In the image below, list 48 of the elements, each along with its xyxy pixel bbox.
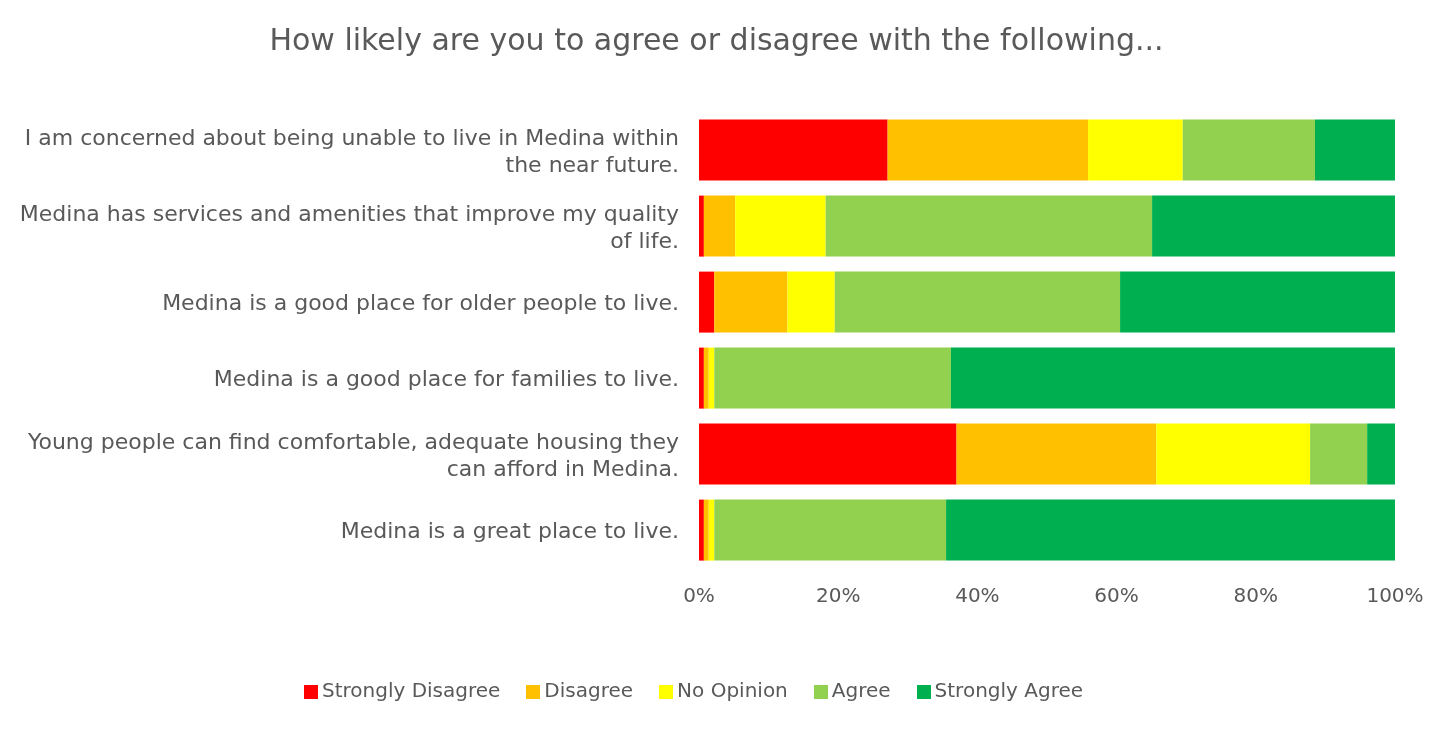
- y-tick-label: Medina has services and amenities that improve my quality of life.: [19, 200, 679, 252]
- bar: [708, 499, 715, 561]
- chart-title: How likely are you to agree or disagree with the following...: [268, 22, 1165, 59]
- legend-label: Strongly Agree: [934, 678, 1084, 702]
- legend-label: Agree: [831, 678, 891, 702]
- bar: [703, 499, 709, 561]
- x-tick-label: 0%: [683, 583, 715, 608]
- bar: [714, 499, 947, 561]
- bar: [714, 347, 951, 409]
- y-tick-label: Young people can find comfortable, adequate housing they can afford in Medina.: [26, 428, 679, 480]
- bar: [1182, 119, 1315, 181]
- bar: [703, 195, 736, 257]
- bar: [699, 195, 704, 257]
- bar: [950, 347, 1395, 409]
- y-tick-label: I am concerned about being unable to live in Medina within the near future.: [24, 124, 679, 176]
- bar: [1156, 423, 1311, 485]
- bar: [699, 271, 715, 333]
- bar: [699, 119, 888, 181]
- bar: [834, 271, 1121, 333]
- bar: [1310, 423, 1368, 485]
- x-tick-label: 80%: [1233, 583, 1279, 608]
- x-tick-label: 60%: [1094, 583, 1139, 608]
- bar: [699, 423, 957, 485]
- y-tick-label: Medina is a good place for families to live.: [213, 365, 679, 391]
- x-tick-label: 100%: [1366, 583, 1424, 608]
- bar: [1088, 119, 1183, 181]
- bar: [1367, 423, 1395, 485]
- bar: [699, 499, 704, 561]
- legend-label: No Opinion: [677, 678, 788, 702]
- bar: [887, 119, 1089, 181]
- bar: [1120, 271, 1395, 333]
- bar: [956, 423, 1157, 485]
- bar: [787, 271, 835, 333]
- bar: [703, 347, 709, 409]
- bar: [946, 499, 1395, 561]
- x-tick-label: 40%: [955, 583, 1000, 608]
- bar: [699, 347, 704, 409]
- bar: [714, 271, 788, 333]
- bar: [825, 195, 1153, 257]
- y-tick-label: Medina is a great place to live.: [340, 517, 679, 543]
- bar: [1314, 119, 1395, 181]
- y-tick-label: Medina is a good place for older people to live.: [162, 289, 679, 315]
- bar: [1152, 195, 1395, 257]
- x-tick-label: 20%: [815, 583, 861, 608]
- bar: [708, 347, 715, 409]
- legend-label: Strongly Disagree: [321, 678, 501, 702]
- bar: [735, 195, 826, 257]
- legend-label: Disagree: [544, 678, 634, 702]
